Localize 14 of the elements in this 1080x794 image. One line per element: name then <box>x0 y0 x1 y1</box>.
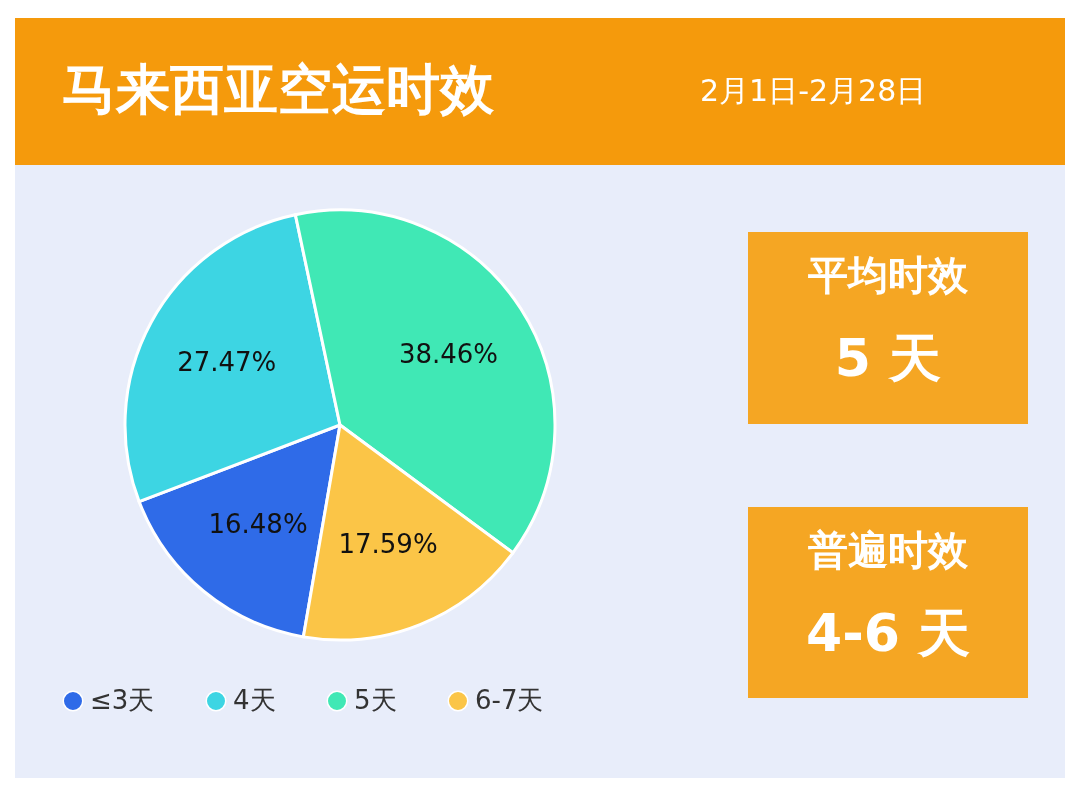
data-label: 27.47% <box>177 347 277 378</box>
legend-label: 4天 <box>233 685 276 715</box>
chart-title: 马来西亚空运时效 <box>62 58 495 121</box>
data-label: 38.46% <box>398 339 499 370</box>
data-label: 17.59% <box>338 528 438 559</box>
text: 普遍时效 <box>808 527 969 573</box>
legend-label: 6-7天 <box>475 685 544 715</box>
legend-label: ≤3天 <box>90 685 155 715</box>
legend-label: 5天 <box>354 685 397 715</box>
text: 4-6 天 <box>805 603 971 663</box>
text: 5 天 <box>834 328 942 388</box>
text: 平均时效 <box>807 252 969 298</box>
text: 2月1日-2月28日 <box>700 73 927 108</box>
data-label: 16.48% <box>208 508 308 539</box>
